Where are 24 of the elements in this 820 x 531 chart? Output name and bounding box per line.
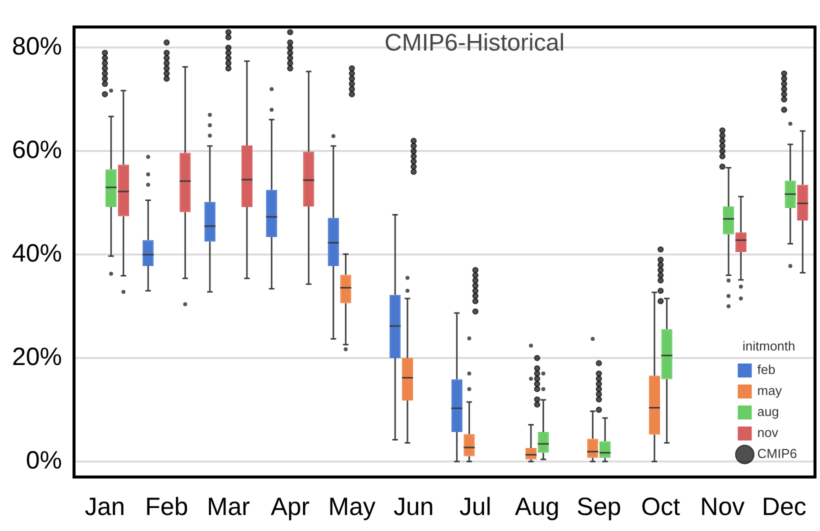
x-tick-label: Mar — [206, 492, 250, 521]
legend-label: CMIP6 — [757, 446, 798, 462]
y-tick-label: 40% — [12, 239, 62, 268]
x-tick-label: Jan — [84, 492, 126, 521]
x-tick-label: Nov — [700, 492, 746, 521]
y-tick-label: 80% — [12, 32, 62, 61]
x-tick-label: Jul — [459, 492, 492, 521]
y-tick-label: 20% — [12, 342, 62, 371]
x-tick-label: Aug — [514, 492, 560, 521]
legend-label: aug — [757, 404, 779, 420]
legend-label: may — [757, 383, 782, 398]
x-tick-label: Apr — [270, 492, 310, 521]
x-tick-label: Dec — [762, 492, 806, 521]
legend-label: nov — [757, 425, 779, 440]
x-tick-label: Jun — [393, 492, 434, 521]
y-tick-label: 0% — [26, 446, 62, 474]
x-tick-label: Sep — [576, 492, 622, 521]
y-tick-label: 60% — [12, 136, 62, 164]
chart-title: CMIP6-Historical — [384, 30, 565, 57]
legend-label: feb — [757, 362, 776, 378]
x-tick-label: Oct — [641, 492, 680, 521]
legend-title: initmonth — [742, 338, 796, 354]
x-tick-label: Feb — [145, 492, 188, 521]
x-tick-label: May — [328, 492, 376, 521]
